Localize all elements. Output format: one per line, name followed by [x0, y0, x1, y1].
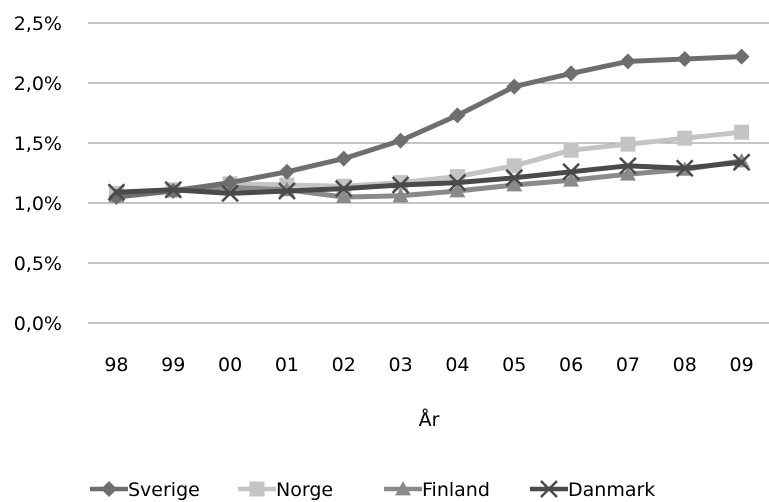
x-axis-title: År	[419, 408, 440, 431]
data-point-sverige	[506, 78, 523, 95]
x-tick-label: 99	[161, 354, 185, 376]
data-point-danmark	[675, 159, 694, 178]
data-point-danmark	[619, 156, 637, 175]
legend-item-sverige: Sverige	[90, 479, 200, 501]
data-point-finland	[506, 177, 523, 192]
series-danmark	[107, 153, 751, 203]
x-tick-label: 05	[502, 354, 526, 376]
data-point-sverige	[392, 132, 409, 149]
data-point-sverige	[449, 107, 466, 124]
data-point-danmark	[562, 162, 580, 181]
legend-label: Danmark	[568, 479, 655, 501]
x-tick-label: 06	[559, 354, 583, 376]
x-tick-label: 01	[275, 354, 299, 376]
data-point-sverige	[563, 65, 580, 82]
x-tick-label: 00	[218, 354, 242, 376]
marker-stroke	[562, 162, 580, 181]
y-tick-label: 1,5%	[14, 133, 62, 155]
series-lines	[107, 48, 751, 205]
marker-stroke	[619, 156, 637, 175]
legend-label: Finland	[422, 479, 490, 501]
data-point-danmark	[505, 168, 524, 187]
data-point-sverige	[222, 174, 239, 191]
data-point-norge	[563, 142, 579, 158]
data-point-finland	[563, 172, 580, 187]
series-line-sverige	[113, 54, 745, 200]
data-point-danmark	[732, 153, 751, 172]
data-point-danmark	[107, 183, 126, 202]
y-tick-label: 2,0%	[14, 73, 62, 95]
data-point-danmark	[334, 179, 353, 198]
data-point-finland	[335, 189, 352, 204]
y-tick-label: 0,0%	[14, 313, 62, 335]
legend-swatch-marker	[101, 481, 117, 497]
data-point-norge	[506, 158, 522, 174]
x-tick-label: 98	[104, 354, 128, 376]
data-point-norge	[734, 124, 750, 140]
series-sverige	[108, 48, 750, 205]
data-point-danmark	[391, 176, 410, 194]
x-tick-label: 09	[729, 354, 753, 376]
x-axis-ticks: 98 99 00 01 02 03 04 05 06 07 08 09	[104, 354, 753, 376]
marker-stroke	[505, 168, 524, 187]
data-point-danmark	[221, 184, 239, 203]
legend-item-norge: Norge	[238, 479, 333, 501]
x-tick-label: 04	[445, 354, 469, 376]
legend-swatch-marker	[249, 481, 265, 497]
y-axis-ticks: 0,0% 0,5% 1,0% 1,5% 2,0% 2,5%	[14, 13, 62, 335]
data-point-danmark	[164, 180, 183, 199]
x-tick-label: 03	[388, 354, 412, 376]
y-tick-label: 2,5%	[14, 13, 62, 35]
marker-stroke	[164, 180, 183, 199]
series-line-danmark	[113, 159, 745, 196]
legend-label: Sverige	[128, 479, 200, 501]
data-point-danmark	[278, 182, 296, 200]
data-point-sverige	[278, 163, 295, 180]
x-tick-label: 07	[616, 354, 640, 376]
marker-stroke	[540, 480, 558, 498]
marker-stroke	[391, 176, 410, 194]
x-tick-label: 02	[332, 354, 356, 376]
marker-stroke	[675, 159, 694, 178]
data-point-sverige	[733, 48, 750, 65]
marker-stroke	[107, 183, 126, 202]
data-point-sverige	[619, 53, 636, 70]
y-tick-label: 0,5%	[14, 253, 62, 275]
data-point-norge	[620, 136, 636, 152]
data-point-finland	[392, 187, 409, 203]
marker-stroke	[732, 153, 751, 172]
legend-swatch-marker	[540, 480, 558, 498]
gridlines	[88, 22, 769, 324]
marker-stroke	[448, 173, 467, 192]
series-line-finland	[113, 158, 745, 200]
data-point-finland	[449, 183, 466, 198]
legend-label: Norge	[276, 479, 333, 501]
legend-item-danmark: Danmark	[530, 479, 655, 501]
data-point-danmark	[448, 173, 467, 192]
y-tick-label: 1,0%	[14, 193, 62, 215]
legend-item-finland: Finland	[384, 479, 490, 501]
marker-stroke	[278, 182, 296, 200]
marker-stroke	[221, 184, 239, 203]
data-point-norge	[677, 130, 693, 146]
data-point-finland	[619, 166, 636, 181]
x-tick-label: 08	[673, 354, 697, 376]
legend: Sverige Norge Finland Danmark	[90, 479, 655, 501]
legend-swatch-marker	[395, 481, 411, 496]
marker-stroke	[334, 179, 353, 198]
data-point-sverige	[335, 150, 352, 167]
data-point-sverige	[676, 51, 693, 67]
